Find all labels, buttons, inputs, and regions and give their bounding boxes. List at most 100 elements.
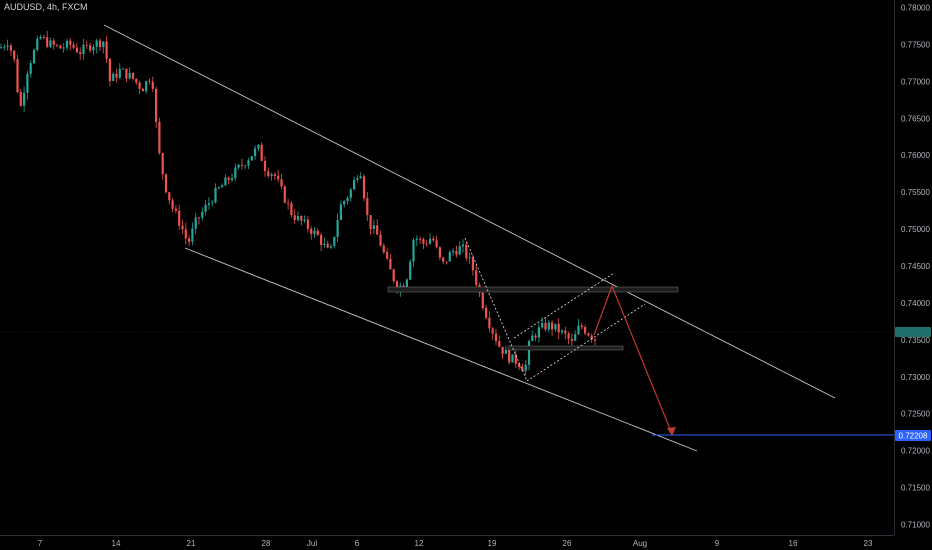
candle xyxy=(498,335,501,348)
price-axis: 0.78000 0.77500 0.77000 0.76500 0.76000 0.755… xyxy=(901,4,930,530)
candle xyxy=(339,200,342,221)
price-tick-label: 0.71000 xyxy=(901,521,930,530)
candle xyxy=(29,60,32,78)
candle xyxy=(435,235,438,249)
candle xyxy=(547,320,550,333)
candle xyxy=(316,228,319,236)
candle xyxy=(158,117,161,155)
candle xyxy=(386,248,389,260)
candle xyxy=(508,348,511,365)
candle xyxy=(217,186,220,190)
candle xyxy=(257,144,260,152)
candle xyxy=(164,173,168,194)
candle xyxy=(465,242,468,261)
candle xyxy=(458,241,461,256)
drawings-layer: 0.72208 xyxy=(0,24,931,452)
candle xyxy=(244,164,247,169)
candle xyxy=(194,213,197,235)
candle xyxy=(234,163,237,181)
candle xyxy=(59,44,62,49)
candle xyxy=(75,42,78,54)
pattern-dashed-line[interactable] xyxy=(513,272,615,339)
candle xyxy=(445,261,448,265)
candle xyxy=(3,43,6,51)
candle xyxy=(102,41,105,54)
time-tick-label: 12 xyxy=(415,539,424,548)
candle xyxy=(19,88,22,107)
time-tick-label: 7 xyxy=(38,539,43,548)
channel-upper-trendline[interactable] xyxy=(103,24,836,399)
candle xyxy=(428,233,432,245)
candle xyxy=(590,333,593,343)
candle xyxy=(468,252,471,264)
candle xyxy=(392,268,395,284)
candle xyxy=(471,254,474,276)
candle xyxy=(442,257,445,265)
candle xyxy=(389,254,392,270)
candle xyxy=(501,346,504,359)
candle xyxy=(52,38,55,50)
candle xyxy=(353,176,356,190)
candle xyxy=(313,227,316,238)
candle xyxy=(376,219,379,235)
candle xyxy=(280,174,283,190)
candle xyxy=(336,213,339,243)
pattern-dashed-line[interactable] xyxy=(526,303,646,382)
price-tick-label: 0.78000 xyxy=(901,4,930,13)
candle xyxy=(98,38,102,51)
candle xyxy=(366,191,369,221)
projection-path[interactable] xyxy=(593,284,673,435)
candle xyxy=(85,40,88,49)
candle xyxy=(577,319,580,335)
candle xyxy=(131,72,135,81)
symbol-title: AUDUSD, 4h, FXCM xyxy=(4,2,88,12)
current-price-badge xyxy=(895,327,931,337)
candle xyxy=(174,205,177,214)
candle xyxy=(593,338,597,346)
support-zone[interactable] xyxy=(507,345,624,351)
candle xyxy=(320,232,323,252)
candle xyxy=(521,363,524,372)
candle xyxy=(112,72,115,82)
candle xyxy=(125,68,128,83)
candle xyxy=(422,237,425,249)
price-tick-label: 0.73500 xyxy=(901,336,930,345)
candle xyxy=(537,323,540,343)
candle xyxy=(541,317,544,329)
candle xyxy=(46,30,49,49)
candle xyxy=(557,318,560,340)
candle xyxy=(230,173,234,182)
candle xyxy=(310,226,313,240)
time-tick-label: 6 xyxy=(355,539,360,548)
candle xyxy=(323,237,326,248)
candle xyxy=(290,201,293,218)
candle xyxy=(432,235,435,242)
channel-lower-trendline[interactable] xyxy=(184,247,698,452)
price-tick-label: 0.77500 xyxy=(901,40,930,49)
pattern-dashed-line[interactable] xyxy=(464,237,528,382)
candle xyxy=(178,204,181,230)
time-axis-divider xyxy=(0,535,894,536)
candle xyxy=(161,152,164,180)
projection-arrowhead xyxy=(667,427,676,436)
candle xyxy=(108,58,111,87)
candle xyxy=(574,330,577,342)
candle xyxy=(237,163,240,170)
candle xyxy=(382,243,385,255)
candle xyxy=(49,37,52,49)
candle xyxy=(362,174,366,202)
candle xyxy=(356,174,359,183)
candle xyxy=(263,156,267,177)
candle xyxy=(79,47,82,60)
candle xyxy=(6,39,9,51)
candle xyxy=(485,304,488,320)
candle xyxy=(551,320,554,336)
price-tick-label: 0.75000 xyxy=(901,225,930,234)
time-tick-label: Jul xyxy=(307,539,317,548)
time-tick-label: 21 xyxy=(187,539,196,548)
resistance-zone[interactable] xyxy=(387,286,679,293)
candle xyxy=(359,172,362,179)
price-tick-label: 0.74000 xyxy=(901,299,930,308)
